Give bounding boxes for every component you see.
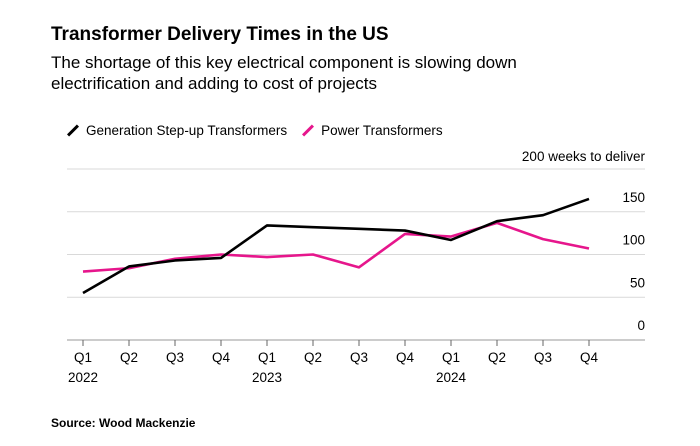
x-tick-label: Q2 [120, 350, 138, 365]
legend-label: Power Transformers [321, 123, 443, 138]
x-tick-label: Q3 [534, 350, 552, 365]
series-line-generation [82, 197, 590, 295]
series-line-power [82, 221, 590, 273]
x-tick-label: Q2 [304, 350, 322, 365]
y-tick-label: 150 [622, 190, 645, 205]
y-tick-label: 100 [622, 233, 645, 248]
x-tick-label: Q1 [74, 350, 92, 365]
legend-item-generation: Generation Step-up Transformers [66, 123, 287, 138]
y-axis-label: 200 weeks to deliver [522, 149, 646, 164]
legend-item-power: Power Transformers [301, 123, 443, 138]
source-note: Source: Wood Mackenzie [51, 416, 196, 430]
x-year-label: 2022 [68, 370, 98, 385]
x-tick-label: Q4 [396, 350, 415, 365]
x-year-label: 2024 [436, 370, 467, 385]
x-tick-label: Q3 [350, 350, 368, 365]
x-tick-label: Q4 [212, 350, 231, 365]
x-tick-label: Q2 [488, 350, 506, 365]
x-tick-label: Q4 [580, 350, 599, 365]
y-tick-label: 0 [637, 318, 645, 333]
chart-subtitle: The shortage of this key electrical comp… [51, 53, 517, 93]
legend-label: Generation Step-up Transformers [86, 123, 288, 138]
chart-title: Transformer Delivery Times in the US [51, 24, 389, 45]
x-year-label: 2023 [252, 370, 282, 385]
legend: Generation Step-up Transformers Power Tr… [66, 123, 443, 138]
x-tick-label: Q1 [442, 350, 460, 365]
y-tick-label: 50 [630, 275, 645, 290]
x-tick-label: Q1 [258, 350, 276, 365]
x-tick-label: Q3 [166, 350, 184, 365]
